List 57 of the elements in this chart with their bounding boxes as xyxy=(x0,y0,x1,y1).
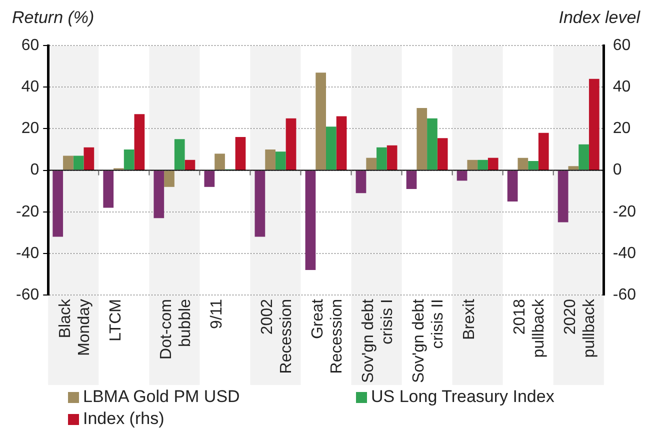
bar xyxy=(528,160,538,170)
bar xyxy=(286,118,296,170)
x-tick-label: Dot-com bubble xyxy=(158,298,194,360)
x-tick-label: Sov'gn debt crisis I xyxy=(360,298,396,384)
y2-tick-label: -40 xyxy=(612,244,636,262)
y-axis-title: Return (%) xyxy=(12,8,94,29)
y2-axis-title: Index level xyxy=(558,8,640,29)
y2-tick-label: 60 xyxy=(612,37,631,54)
bar xyxy=(558,170,568,222)
bar xyxy=(63,156,74,170)
legend-label: US Long Treasury Index xyxy=(371,387,554,407)
bar xyxy=(174,139,185,170)
bar xyxy=(204,170,215,187)
bar xyxy=(164,170,174,187)
bar xyxy=(265,150,276,170)
bar xyxy=(356,170,366,194)
bar xyxy=(467,160,478,170)
bar xyxy=(366,158,377,170)
bar xyxy=(103,170,114,208)
bar xyxy=(507,170,518,202)
bar xyxy=(538,132,549,170)
bar xyxy=(406,170,417,189)
y-tick-label: -40 xyxy=(16,244,40,262)
bar xyxy=(214,154,225,170)
y-tick-label: 20 xyxy=(21,120,40,138)
x-tick-label: Brexit xyxy=(460,298,478,340)
bar xyxy=(52,170,64,237)
y-tick-label: 60 xyxy=(21,37,40,54)
y-tick-label: -20 xyxy=(16,203,40,220)
bar xyxy=(235,137,246,170)
x-tick-label: 9/11 xyxy=(208,298,226,329)
legend-label: LBMA Gold PM USD xyxy=(83,387,240,407)
y-tick-label: 0 xyxy=(30,162,40,179)
bar xyxy=(316,72,326,170)
legend-label: Index (rhs) xyxy=(83,409,164,429)
y2-tick-label: -60 xyxy=(612,286,636,304)
bar xyxy=(254,170,266,237)
bar xyxy=(134,114,145,170)
y2-tick-label: 40 xyxy=(612,78,631,96)
bar xyxy=(578,144,589,170)
bar xyxy=(154,170,164,218)
bar xyxy=(588,78,600,170)
y-tick-label: -60 xyxy=(16,286,40,304)
x-tick-label: LTCM xyxy=(107,298,124,342)
x-tick-label: Great Recession xyxy=(309,298,346,374)
bar xyxy=(305,170,316,270)
x-tick-label: 2002 Recession xyxy=(258,298,296,374)
bar xyxy=(568,166,579,170)
y2-tick-label: 20 xyxy=(612,120,631,138)
bar xyxy=(416,108,428,170)
x-tick-label: Black Monday xyxy=(56,298,93,356)
bar xyxy=(456,170,468,181)
y2-tick-label: 0 xyxy=(612,162,622,179)
y2-tick-label: -20 xyxy=(612,203,636,220)
x-tick-label: 2018 pullback xyxy=(511,298,548,358)
y-tick-label: 40 xyxy=(21,78,40,96)
bar xyxy=(518,158,528,170)
